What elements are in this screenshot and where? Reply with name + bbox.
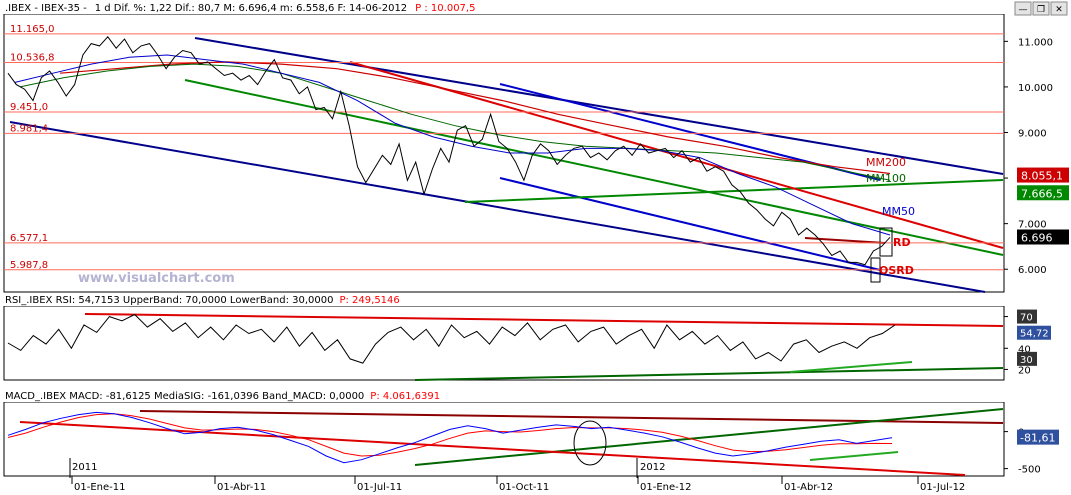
macd-ytick-label: -500 (1018, 465, 1041, 476)
price-last-badge-label: 8.055,1 (1021, 170, 1063, 183)
rsi-p-label: P: 249,5146 (339, 295, 399, 306)
macd-badge-label: -81,61 (1020, 432, 1055, 445)
price-main-line (7, 36, 891, 266)
macd-info: MACD_.IBEX MACD: -81,6125 MediaSIG: -161… (5, 391, 364, 402)
price-last-badge (1017, 229, 1069, 245)
macd-header: MACD_.IBEX MACD: -81,6125 MediaSIG: -161… (5, 391, 440, 402)
price-ytick-label: 11.000 (1018, 37, 1053, 48)
x-tick-label: 01-Jul-11 (357, 482, 402, 493)
price-ytick-label: 9.000 (1018, 128, 1047, 139)
price-info: 1 d Dif. %: 1,22 Dif.: 80,7 M: 6.696,4 m… (95, 3, 407, 14)
price-green-support-line (464, 179, 1004, 203)
watermark: www.visualchart.com (78, 271, 235, 286)
price-mm50-line (14, 54, 891, 236)
dynamic-layer: 11.00010.0009.0008.0007.0006.00011.165,0… (4, 24, 1069, 493)
price-header-strip (0, 0, 1071, 14)
year-label-2012: 2012 (640, 462, 665, 473)
x-tick-label: 01-Ene-11 (74, 482, 125, 493)
close-icon: ✕ (1055, 5, 1063, 15)
price-mm100-line (19, 63, 891, 181)
rsi-line (7, 313, 896, 364)
macd-signal-line (7, 413, 893, 457)
macd-red-decline-line (19, 421, 966, 476)
rsi-badge-label: 30 (1020, 355, 1033, 366)
rsi-ytick-label: 20 (1018, 365, 1031, 376)
price-level-label: 8.981,4 (10, 123, 48, 134)
annotation-rd: RD (893, 236, 911, 249)
rsi-header: RSI_.IBEX RSI: 54,7153 UpperBand: 70,000… (5, 295, 400, 306)
macd-header-strip (0, 389, 1071, 402)
price-level-label: 6.577,1 (10, 233, 48, 244)
price-level-label: 5.987,8 (10, 260, 48, 271)
price-level-label: 11.165,0 (10, 24, 55, 35)
price-last-badge-label: 7.666,5 (1021, 187, 1063, 200)
price-panel-frame (3, 13, 1005, 293)
annotation-mm200: MM200 (866, 156, 906, 169)
price-green-channel-line (184, 79, 1004, 256)
rsi-panel-frame (3, 305, 1005, 381)
macd-p-label: P: 4.061,6391 (370, 391, 440, 402)
macd-trendlines (19, 408, 1004, 478)
macd-support-line (414, 408, 1004, 466)
macd-line (7, 411, 893, 464)
rsi-support-line (414, 367, 1004, 381)
year-label-2011: 2011 (72, 462, 97, 473)
macd-badge (1017, 429, 1059, 445)
restore-button[interactable]: ❐ (1032, 1, 1050, 16)
price-ytick-label: 7.000 (1018, 220, 1047, 231)
rsi-short-support-line (789, 361, 913, 373)
window-buttons: — ❐ ✕ (1014, 1, 1068, 16)
rsi-info: RSI_.IBEX RSI: 54,7153 UpperBand: 70,000… (5, 295, 333, 306)
macd-panel-frame (3, 401, 1005, 477)
rsi-badge (1017, 351, 1037, 366)
rsi-badge (1017, 309, 1037, 324)
x-tick-label: 01-Abr-12 (784, 482, 833, 493)
price-lower-channel-line (9, 121, 986, 293)
annotation-mm50: MM50 (882, 205, 915, 218)
price-level-label: 10.536,8 (10, 52, 55, 63)
rsi-ytick-label: 40 (1018, 344, 1031, 355)
macd-crossover-circle (573, 420, 607, 466)
price-symbol: .IBEX - IBEX-35 - (5, 3, 87, 14)
x-tick-label: 01-Jul-12 (920, 482, 965, 493)
price-last-candle-box (879, 227, 893, 257)
price-last-badge-label: 6.696 (1021, 231, 1053, 244)
price-upper-channel-line (194, 37, 1004, 175)
price-ytick-label: 6.000 (1018, 265, 1047, 276)
rsi-badge-label: 54,72 (1020, 329, 1049, 340)
price-p-label: P : 10.007,5 (415, 3, 475, 14)
macd-resistance-line (139, 410, 1004, 424)
x-tick-label: 01-Ene-12 (640, 482, 691, 493)
price-last-badge (1017, 167, 1069, 183)
rsi-header-strip (0, 293, 1071, 306)
price-header: .IBEX - IBEX-35 - 1 d Dif. %: 1,22 Dif.: … (5, 3, 475, 14)
annotation-mm100: MM100 (866, 172, 906, 185)
rsi-badge (1017, 325, 1051, 340)
price-last-badge (1017, 185, 1069, 201)
price-level-label: 9.451,0 (10, 102, 48, 113)
close-button[interactable]: ✕ (1050, 1, 1068, 16)
minimize-icon: — (1019, 5, 1028, 15)
minimize-button[interactable]: — (1014, 1, 1032, 16)
rsi-trendlines (84, 313, 1004, 381)
price-ytick-label: 10.000 (1018, 83, 1053, 94)
annotation-osrd: OSRD (879, 264, 914, 277)
price-inner-lower-line (499, 177, 881, 271)
rsi-badge-label: 70 (1020, 313, 1033, 324)
macd-short-support-line (809, 451, 899, 461)
x-tick-label: 01-Oct-11 (499, 482, 549, 493)
restore-icon: ❐ (1037, 5, 1045, 15)
x-tick-label: 01-Abr-11 (217, 482, 266, 493)
rsi-resistance-line (84, 313, 1004, 327)
